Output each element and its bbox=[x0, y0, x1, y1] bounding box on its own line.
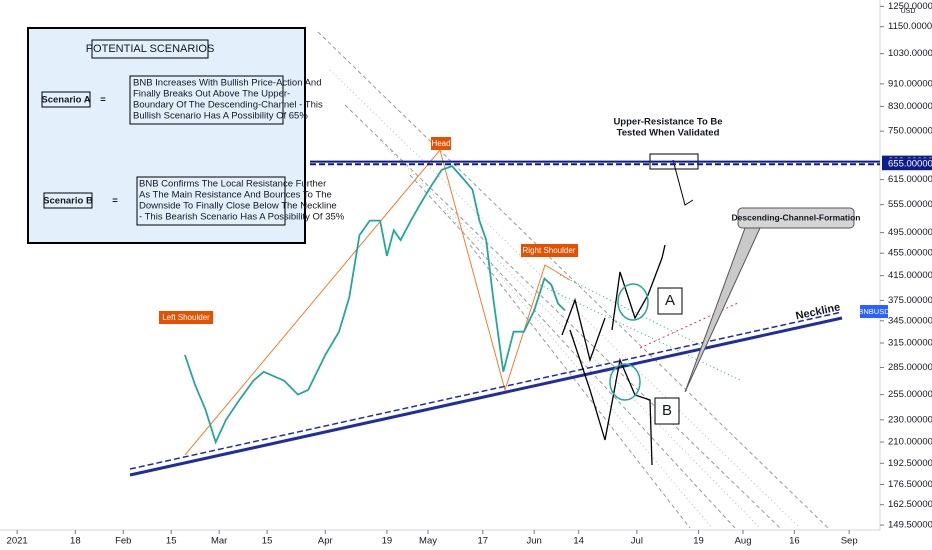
right-shoulder-label: Right Shoulder bbox=[523, 246, 576, 255]
callout-pointer bbox=[684, 227, 761, 393]
scenario-text: BNB Confirms The Local Resistance Furthe… bbox=[139, 179, 326, 190]
y-tick-label: 285.000000 bbox=[888, 362, 932, 373]
resistance-note: Tested When Validated bbox=[617, 128, 720, 139]
y-tick-label: 192.500000 bbox=[888, 458, 932, 469]
y-tick-label: 750.000000 bbox=[888, 126, 932, 137]
y-tick-label: 345.000000 bbox=[888, 315, 932, 326]
y-tick-label: 149.500000 bbox=[888, 520, 932, 531]
scenario-b: Scenario B bbox=[43, 196, 93, 207]
left-shoulder-label: Left Shoulder bbox=[162, 313, 210, 322]
label-box bbox=[657, 287, 683, 315]
y-tick-label: 615.000000 bbox=[888, 174, 932, 185]
callout-box bbox=[737, 207, 855, 229]
x-tick-label: Jun bbox=[526, 536, 541, 547]
x-tick-label: 19 bbox=[693, 536, 704, 547]
neckline-dashed bbox=[129, 311, 843, 470]
y-tick-label: 230.000000 bbox=[888, 414, 932, 425]
y-tick-label: 495.000000 bbox=[888, 227, 932, 238]
x-tick-label: May bbox=[419, 536, 437, 547]
head-label: Head bbox=[431, 139, 450, 148]
y-tick-label: 176.500000 bbox=[888, 479, 932, 490]
equals: = bbox=[100, 95, 106, 106]
label-bg bbox=[159, 311, 213, 324]
x-tick-label: Aug bbox=[735, 536, 752, 547]
projection-b bbox=[569, 329, 653, 466]
scenario-text: Downside To Finally Close Below The Neck… bbox=[139, 201, 337, 212]
y-tick-label: 162.500000 bbox=[888, 499, 932, 510]
x-tick-label: 17 bbox=[478, 536, 489, 547]
y-tick-label: 555.000000 bbox=[888, 199, 932, 210]
y-tick-label: 1030.000000 bbox=[888, 48, 932, 59]
drawings bbox=[27, 27, 855, 529]
y-tick-label: 830.000000 bbox=[888, 101, 932, 112]
scenario-text: - This Bearish Scenario Has A Possibilit… bbox=[139, 212, 345, 223]
x-tick-label: 2021 bbox=[7, 536, 28, 547]
x-tick-label: 18 bbox=[70, 536, 81, 547]
scenario-text-box bbox=[136, 176, 286, 226]
x-tick-label: Sep bbox=[841, 536, 858, 547]
currency-label: USD bbox=[901, 8, 916, 15]
channel-line bbox=[539, 274, 741, 381]
y-tick-label: 375.000000 bbox=[888, 295, 932, 306]
x-tick-label: 14 bbox=[573, 536, 584, 547]
x-tick-label: 15 bbox=[166, 536, 177, 547]
scenario-text: As The Main Resistance And Bounces To Th… bbox=[139, 190, 332, 201]
y-tick-label: 910.000000 bbox=[888, 78, 932, 89]
projection-line bbox=[639, 301, 741, 349]
x-tick-label: 15 bbox=[262, 536, 273, 547]
scenarios-title: POTENTIAL SCENARIOS bbox=[86, 43, 215, 55]
y-tick-label: 1250.000000 bbox=[888, 1, 932, 12]
price-line bbox=[184, 165, 566, 445]
equals: = bbox=[112, 196, 118, 207]
scenario-box bbox=[43, 192, 93, 209]
neckline bbox=[129, 316, 843, 477]
symbol-bg bbox=[860, 305, 888, 318]
y-tick-label: 210.000000 bbox=[888, 437, 932, 448]
scenario-box bbox=[41, 91, 91, 108]
scenario-text: Finally Breaks Out Above The Upper- bbox=[133, 89, 290, 100]
x-tick-label: Jul bbox=[631, 536, 643, 547]
channel-note: Descending-Channel-Formation bbox=[732, 212, 861, 222]
y-tick-label: 455.000000 bbox=[888, 248, 932, 259]
scenario-a: Scenario A bbox=[41, 95, 90, 106]
x-tick-label: 16 bbox=[789, 536, 800, 547]
title-box bbox=[91, 39, 209, 59]
symbol-label: BNBUSD bbox=[858, 307, 890, 316]
y-tick-label: 415.000000 bbox=[888, 270, 932, 281]
highlight-circle bbox=[609, 363, 641, 401]
scenario-text: Bullish Scenario Has A Possibility Of 65… bbox=[133, 111, 308, 122]
channel-line bbox=[317, 31, 829, 529]
channel-line bbox=[329, 69, 801, 529]
x-tick-label: Mar bbox=[211, 536, 227, 547]
pattern-line bbox=[184, 148, 571, 456]
scenario-text: BNB Increases With Bullish Price-Action … bbox=[133, 78, 322, 89]
label-bg bbox=[431, 137, 451, 150]
scenario-text-box bbox=[129, 75, 284, 125]
scenario-text: Boundary Of The Descending-Channel - Thi… bbox=[133, 100, 323, 111]
price-label-bg bbox=[882, 158, 932, 171]
highlight-circle bbox=[617, 283, 649, 321]
label-box bbox=[654, 397, 680, 425]
arrow bbox=[672, 159, 694, 206]
label-b: B bbox=[662, 402, 672, 419]
label-a: A bbox=[665, 292, 675, 309]
y-tick-label: 315.000000 bbox=[888, 338, 932, 349]
projection-a bbox=[561, 244, 666, 363]
x-tick-label: 19 bbox=[382, 536, 393, 547]
x-tick-label: Feb bbox=[115, 536, 131, 547]
label-bg bbox=[521, 244, 578, 257]
y-tick-label: 255.000000 bbox=[888, 389, 932, 400]
price-label: 655.000000 bbox=[888, 159, 932, 170]
resistance-note: Upper-Resistance To Be bbox=[613, 117, 722, 128]
x-tick-label: Apr bbox=[318, 536, 333, 547]
y-tick-label: 1150.000000 bbox=[888, 21, 932, 32]
